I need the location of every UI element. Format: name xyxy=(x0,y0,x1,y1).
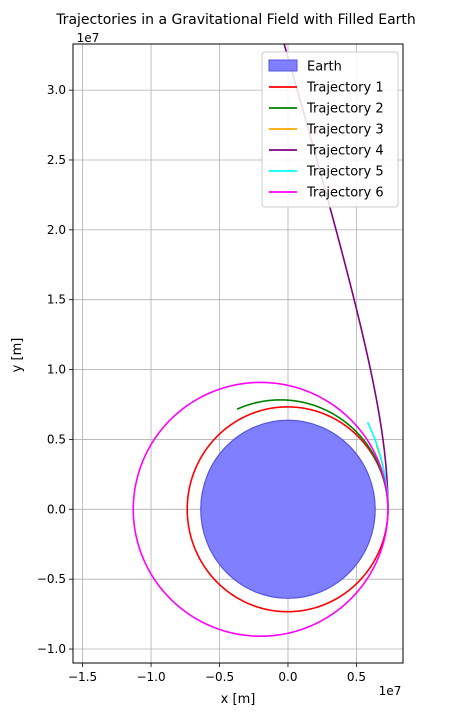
plot-area xyxy=(132,44,389,638)
x-tick-label: −1.0 xyxy=(136,670,165,684)
x-axis-label: x [m] xyxy=(221,692,256,707)
axes-frame xyxy=(72,43,404,664)
trajectory-6-line xyxy=(132,381,389,638)
x-tick-label: 0.0 xyxy=(278,670,297,684)
legend-entry: Trajectory 1 xyxy=(306,81,384,96)
legend-entry: Trajectory 2 xyxy=(306,102,384,117)
y-tick-label: 3.0 xyxy=(47,83,66,97)
y-tick-label: 2.0 xyxy=(47,223,66,237)
legend-earth-swatch xyxy=(268,59,298,72)
earth-disc xyxy=(200,419,376,599)
y-tick-label: 1.0 xyxy=(47,363,66,377)
x-tick-label: −1.5 xyxy=(68,670,97,684)
axis-ticks: −1.5 −1.0 −0.5 0.0 0.5−1.0−0.50.00.51.01.52.… xyxy=(37,83,366,684)
y-tick-label: 0.5 xyxy=(47,432,66,446)
legend-entry: Trajectory 3 xyxy=(306,123,384,138)
legend-entry: Trajectory 6 xyxy=(306,186,384,201)
legend-entry: Earth xyxy=(307,60,342,75)
y-tick-label: −1.0 xyxy=(37,642,66,656)
y-tick-label: 0.0 xyxy=(47,502,66,516)
y-axis-label: y [m] xyxy=(10,338,25,373)
x-tick-label: 0.5 xyxy=(347,670,366,684)
trajectory-1-line xyxy=(186,406,389,613)
y-tick-label: −0.5 xyxy=(37,572,66,586)
x-tick-label: −0.5 xyxy=(205,670,234,684)
legend: Earth Trajectory 1 Trajectory 2 Trajectory … xyxy=(261,51,399,208)
x-offset-label: 1e7 xyxy=(379,684,402,698)
y-tick-label: 2.5 xyxy=(47,153,66,167)
legend-entry: Trajectory 4 xyxy=(306,144,384,159)
y-offset-label: 1e7 xyxy=(77,31,100,45)
chart-title: Trajectories in a Gravitational Field wi… xyxy=(55,12,416,28)
legend-box xyxy=(261,51,399,208)
legend-entry: Trajectory 5 xyxy=(306,165,384,180)
y-tick-label: 1.5 xyxy=(47,293,66,307)
